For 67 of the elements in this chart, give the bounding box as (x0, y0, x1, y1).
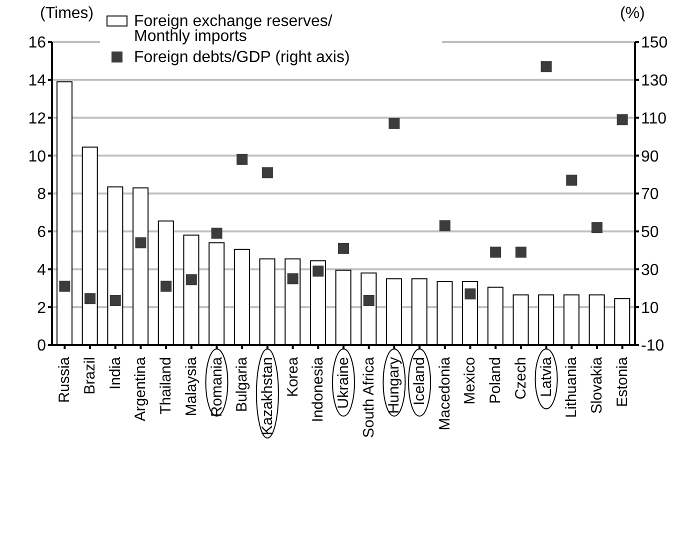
point (135, 237, 146, 248)
point (363, 294, 374, 306)
y-tick-label: 16 (28, 34, 46, 52)
y-tick-label: 2 (37, 300, 46, 317)
x-tick-label: Romania (208, 356, 226, 418)
x-tick-label: Slovakia (588, 356, 606, 414)
x-tick-label: Hungary (386, 356, 403, 414)
point (186, 274, 197, 286)
point (464, 288, 476, 300)
point (515, 246, 526, 258)
y2-tick-label: 150 (641, 34, 668, 52)
y-tick-label: 0 (37, 338, 46, 355)
point (236, 154, 248, 165)
x-tick-label: Czech (512, 357, 530, 400)
point (591, 222, 602, 234)
point (388, 118, 400, 129)
point (338, 242, 349, 254)
x-tick-label: Russia (56, 356, 74, 403)
point (262, 167, 273, 178)
y2-tick-label: 10 (641, 300, 659, 317)
y2-tick-label: -10 (641, 338, 664, 355)
x-tick-label: Kazakhstan (258, 357, 276, 436)
x-tick-label: Thailand (158, 357, 175, 415)
point (211, 228, 222, 239)
x-tick-label: India (106, 356, 124, 390)
y-tick-label: 4 (37, 262, 46, 279)
y-tick-label: 8 (37, 186, 46, 204)
legend-label: Foreign debts/GDP (right axis) (134, 49, 351, 66)
point (287, 273, 298, 284)
point (312, 266, 324, 277)
x-tick-label: Malaysia (182, 356, 200, 416)
x-tick-label: Poland (487, 357, 504, 404)
x-tick-label: South Africa (360, 356, 378, 438)
x-tick-label: Iceland (411, 357, 428, 406)
point (160, 280, 172, 292)
y-tick-label: 12 (28, 110, 46, 128)
y-axis-title: (Times) (40, 5, 94, 23)
point (490, 246, 502, 258)
point (566, 174, 578, 186)
point (84, 293, 96, 304)
point (59, 280, 70, 292)
y2-axis-title: (%) (620, 5, 645, 23)
y2-tick-label: 30 (641, 262, 659, 279)
x-tick-label: Bulgaria (234, 356, 251, 412)
x-tick-label: Indonesia (310, 356, 327, 422)
x-tick-label: Korea (284, 356, 302, 398)
y-tick-label: 6 (37, 224, 46, 242)
x-tick-label: Brazil (82, 357, 99, 395)
y-tick-label: 10 (28, 148, 46, 166)
y2-tick-label: 50 (641, 224, 659, 242)
y-tick-label: 14 (28, 72, 46, 90)
point (540, 61, 552, 72)
y2-tick-label: 130 (641, 72, 668, 90)
point (110, 294, 121, 306)
x-tick-label: Mexico (462, 357, 479, 405)
y2-tick-label: 90 (641, 148, 659, 166)
point (616, 114, 628, 126)
x-tick-label: Latvia (538, 356, 555, 398)
x-tick-label: Ukraine (335, 357, 352, 409)
legend-label: Foreign exchange reserves/ Monthly imports (134, 13, 334, 45)
x-tick-label: Estonia (614, 356, 631, 408)
y2-tick-label: 70 (641, 186, 659, 204)
y2-tick-label: 110 (641, 110, 667, 128)
x-tick-label: Lithuania (563, 356, 580, 418)
x-tick-label: Argentina (132, 356, 150, 422)
x-tick-label: Macedonia (436, 356, 454, 430)
point (439, 220, 450, 232)
